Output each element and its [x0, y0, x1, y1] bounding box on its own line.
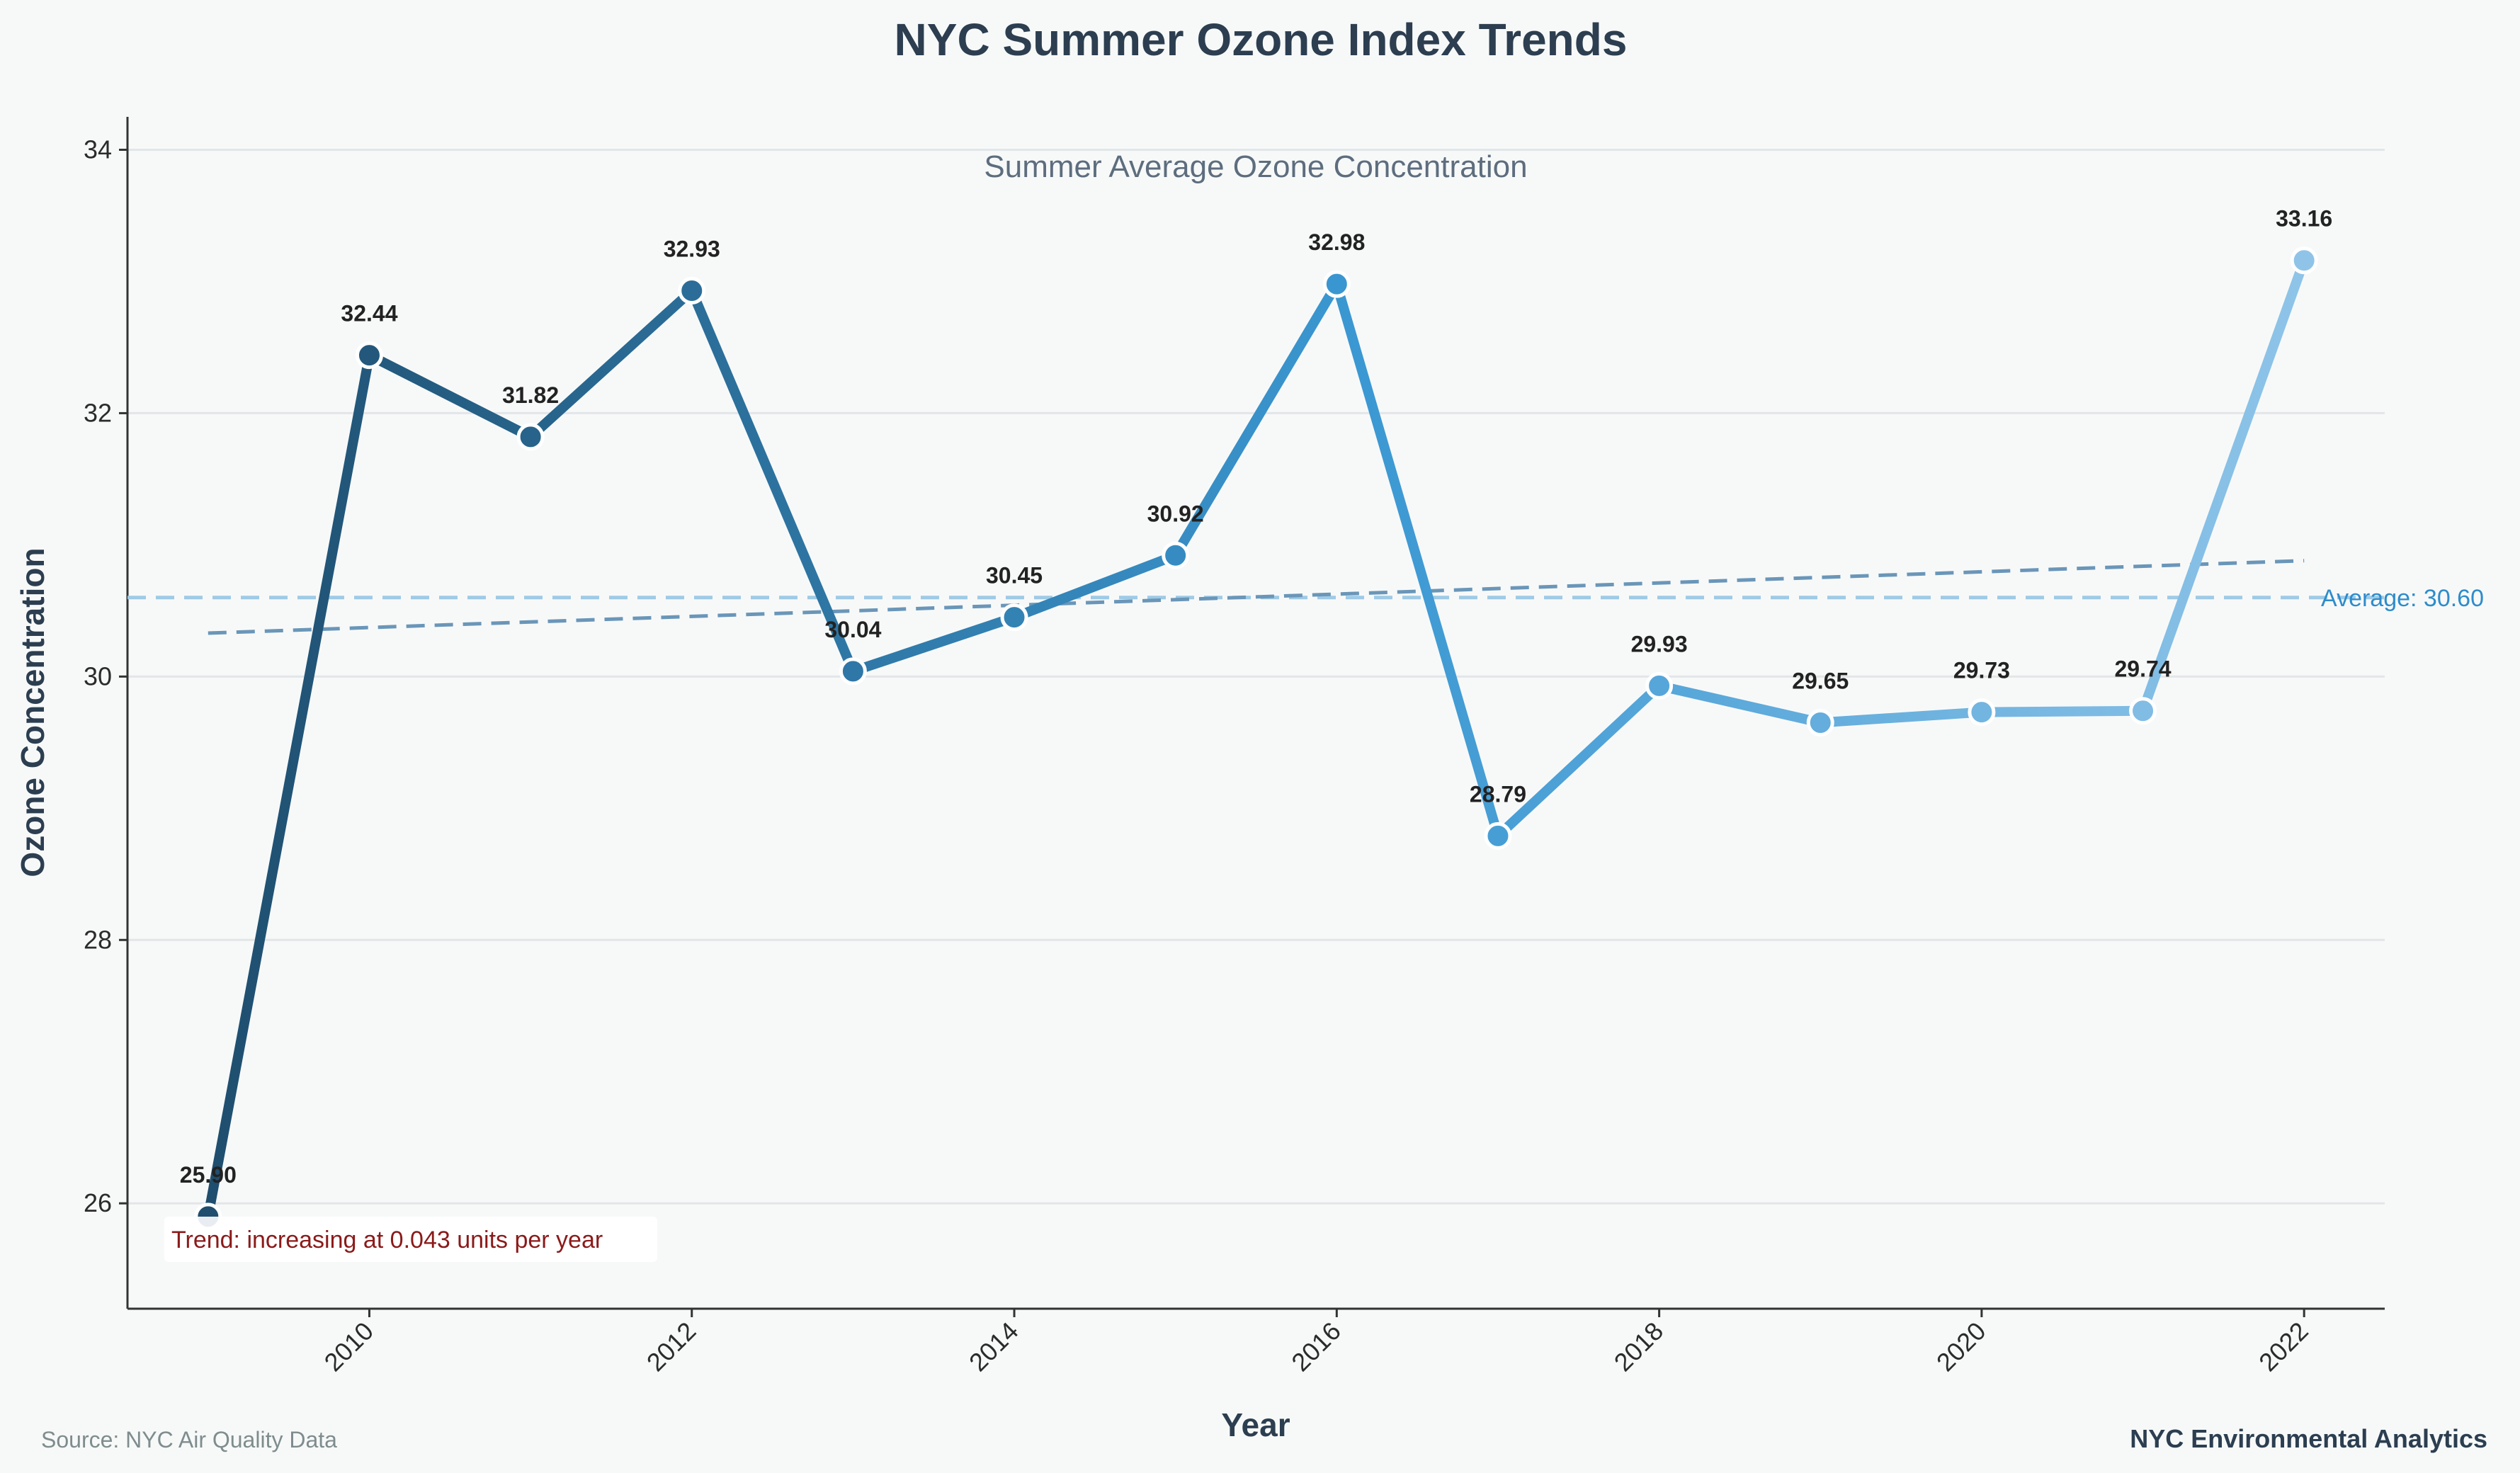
data-point-2010 [355, 341, 383, 370]
data-point-2017 [1484, 821, 1512, 850]
data-point-2018 [1645, 671, 1674, 700]
average-label: Average: 30.60 [2321, 585, 2484, 612]
data-label-2016: 32.98 [1308, 229, 1365, 255]
data-point-2015 [1162, 541, 1190, 569]
data-label-2014: 30.45 [986, 563, 1043, 588]
data-point-2012 [678, 276, 706, 305]
trend-annotation: Trend: increasing at 0.043 units per yea… [171, 1227, 603, 1253]
data-labels: 25.90 32.44 31.82 32.93 30.04 30.45 30.92 32.98… [180, 206, 2332, 1188]
y-tick-label: 34 [84, 135, 112, 164]
y-tick-label: 26 [84, 1188, 112, 1217]
data-point-2016 [1322, 270, 1351, 298]
gridlines [127, 148, 2385, 1205]
data-point-2021 [2129, 697, 2157, 725]
trend-line [208, 559, 2305, 635]
x-tick-label: 2012 [641, 1316, 702, 1377]
x-tick-label: 2010 [318, 1316, 379, 1377]
x-tick-label: 2018 [1608, 1316, 1669, 1377]
x-tick-label: 2020 [1931, 1316, 1992, 1377]
data-point-2022 [2290, 246, 2318, 275]
y-tick-label: 32 [84, 398, 112, 427]
data-point-2014 [1000, 603, 1028, 632]
data-label-2012: 32.93 [664, 236, 720, 261]
data-label-2020: 29.73 [1953, 658, 2010, 683]
y-tick-label: 28 [84, 925, 112, 954]
data-label-2015: 30.92 [1147, 501, 1204, 526]
data-label-2009: 25.90 [180, 1162, 237, 1188]
data-label-2021: 29.74 [2114, 656, 2171, 682]
subtitle: Summer Average Ozone Concentration [984, 149, 1527, 184]
data-point-2020 [1968, 698, 1996, 727]
data-point-2019 [1806, 708, 1834, 736]
data-point-2013 [839, 657, 867, 686]
x-tick-label: 2014 [963, 1316, 1024, 1377]
y-tick-label: 30 [84, 661, 112, 690]
y-axis-ticks: 26 28 30 32 34 [84, 135, 127, 1217]
x-axis-label: Year [1221, 1406, 1290, 1443]
x-axis-ticks: 2010 2012 2014 2016 2018 2020 2022 [318, 1309, 2314, 1377]
data-label-2017: 28.79 [1470, 781, 1526, 807]
data-label-2018: 29.93 [1631, 631, 1688, 656]
x-tick-label: 2016 [1285, 1316, 1346, 1377]
trend-annotation-box [164, 1217, 657, 1262]
data-label-2013: 30.04 [824, 617, 881, 642]
data-point-2011 [516, 423, 545, 451]
credit-note: NYC Environmental Analytics [2130, 1424, 2487, 1453]
x-tick-label: 2022 [2253, 1316, 2314, 1377]
data-label-2010: 32.44 [341, 301, 397, 326]
chart-title: NYC Summer Ozone Index Trends [895, 14, 1628, 65]
data-label-2022: 33.16 [2276, 206, 2332, 232]
y-axis-label: Ozone Concentration [14, 547, 51, 877]
data-label-2019: 29.65 [1792, 668, 1849, 693]
ozone-series-line [203, 255, 2310, 1222]
data-label-2011: 31.82 [502, 382, 559, 408]
source-note: Source: NYC Air Quality Data [41, 1427, 337, 1452]
